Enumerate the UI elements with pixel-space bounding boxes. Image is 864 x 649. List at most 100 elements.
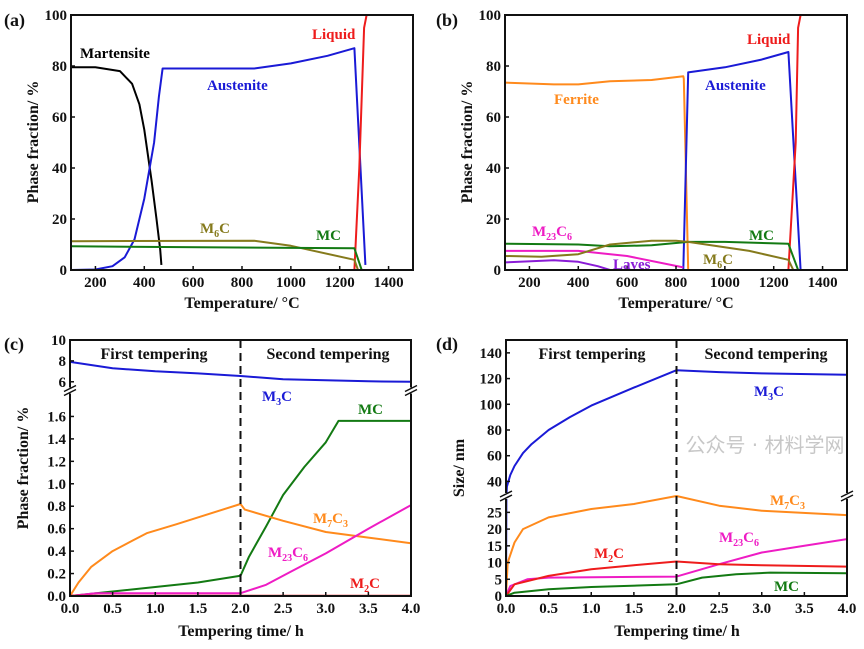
- label-subscript: 6: [754, 538, 759, 549]
- x-tick-label: 1000: [276, 275, 306, 291]
- y-tick-label: 1.6: [47, 409, 66, 425]
- y-tick-label: 10: [487, 556, 502, 572]
- series-label-mc: MC: [774, 579, 799, 595]
- series-line-m7c3: [70, 503, 411, 596]
- label-subscript: 7: [784, 501, 789, 512]
- x-tick-label: 0.0: [61, 601, 80, 617]
- series-label-mc: MC: [358, 402, 383, 418]
- label-subscript: 23: [546, 232, 556, 243]
- label-text: M: [200, 221, 214, 237]
- series-line-m6c: [71, 239, 359, 270]
- x-tick-label: 1200: [759, 275, 789, 291]
- x-tick-label: 800: [231, 275, 254, 291]
- axis-break-mark: [840, 494, 854, 502]
- label-text: M: [754, 384, 768, 400]
- label-subscript: 2: [608, 554, 613, 565]
- chart-panel-d: First tempering Second tempering 0.0 0.5 1.0…: [436, 334, 856, 640]
- y-tick-label: 0.4: [47, 544, 66, 560]
- label-subscript: 23: [282, 553, 292, 564]
- label-text: C: [722, 252, 733, 268]
- label-text: C: [613, 546, 624, 562]
- label-subscript: 3: [768, 392, 773, 403]
- x-tick-label: 2.0: [667, 601, 686, 617]
- label-subscript: 23: [733, 538, 743, 549]
- label-text: C: [292, 545, 303, 561]
- x-axis-label: Temperature/ °C: [618, 295, 733, 312]
- series-label-martensite: Martensite: [80, 46, 150, 62]
- label-text: Liquid: [312, 27, 356, 43]
- label-text: C: [369, 576, 380, 592]
- label-text: Martensite: [80, 46, 150, 62]
- y-tick-label: 40: [487, 474, 502, 490]
- x-tick-label: 4.0: [838, 601, 857, 617]
- series-label-m23c6: M23C6: [268, 545, 308, 564]
- label-text: Austenite: [705, 78, 766, 94]
- label-subscript: 3: [276, 397, 281, 408]
- panel-letter: (c): [4, 334, 24, 355]
- label-text: MC: [749, 228, 774, 244]
- x-tick-label: 400: [133, 275, 156, 291]
- label-text: MC: [316, 228, 341, 244]
- series-label-ferrite: Ferrite: [554, 92, 599, 108]
- x-tick-label: 600: [182, 275, 205, 291]
- y-tick-label: 40: [52, 161, 67, 177]
- label-text: C: [332, 511, 343, 527]
- x-tick-label: 800: [665, 275, 688, 291]
- label-text: C: [789, 493, 800, 509]
- axis-break-mark: [63, 384, 77, 393]
- label-subscript: 6: [303, 553, 308, 564]
- axis-break-mark: [499, 490, 513, 498]
- label-subscript: 3: [800, 501, 805, 512]
- series-label-m7c3: M7C3: [313, 511, 348, 530]
- axis-break-gap: [63, 387, 77, 394]
- label-text: M: [532, 224, 546, 240]
- axis-break-gap: [499, 493, 513, 499]
- x-tick-label: 1.5: [189, 601, 208, 617]
- x-tick-label: 1.0: [582, 601, 601, 617]
- label-subscript: 2: [364, 584, 369, 595]
- chart-panel-a: 200 400 600 800 1000 1200 1400 0 20 40 60 80 100 Temp…: [4, 8, 414, 312]
- series-label-austenite: Austenite: [207, 78, 268, 94]
- axis-break-mark: [404, 384, 418, 393]
- label-text: M: [313, 511, 327, 527]
- y-tick-label: 120: [480, 372, 503, 388]
- panel-letter: (a): [4, 10, 25, 31]
- label-text: M: [719, 530, 733, 546]
- panel-letter: (d): [436, 334, 458, 355]
- y-tick-label: 1.2: [47, 454, 66, 470]
- x-tick-label: 1200: [325, 275, 355, 291]
- label-text: M: [350, 576, 364, 592]
- series-line-austenite: [71, 47, 367, 270]
- y-tick-label: 0: [495, 589, 503, 605]
- label-subscript: 6: [567, 232, 572, 243]
- y-tick-label: 0.8: [47, 499, 66, 515]
- label-text: Liquid: [747, 32, 791, 48]
- y-tick-label: 15: [487, 539, 502, 555]
- plot-frame: [69, 339, 412, 597]
- label-text: M: [268, 545, 282, 561]
- axis-break-gap: [840, 493, 854, 499]
- y-tick-label: 8: [59, 354, 67, 370]
- label-subscript: 6: [214, 229, 219, 240]
- label-text: MC: [358, 402, 383, 418]
- x-tick-label: 200: [84, 275, 107, 291]
- series-label-m6c: M6C: [703, 252, 733, 271]
- y-tick-label: 60: [487, 449, 502, 465]
- y-axis-label: Phase fraction/ %: [459, 81, 476, 204]
- axis-break-mark: [499, 494, 513, 502]
- x-tick-label: 3.0: [752, 601, 771, 617]
- series-line-laves: [505, 259, 611, 270]
- series-line-mc: [505, 240, 800, 270]
- series-label-m3c: M3C: [754, 384, 784, 403]
- series-line-m23c6: [505, 249, 684, 269]
- label-subscript: 3: [343, 519, 348, 530]
- series-line-liquid: [787, 15, 847, 270]
- axis-break-mark: [404, 388, 418, 397]
- series-line-martensite: [71, 66, 163, 265]
- y-tick-label: 1.4: [47, 432, 66, 448]
- x-tick-label: 600: [616, 275, 639, 291]
- x-tick-label: 1.5: [625, 601, 644, 617]
- x-tick-label: 1400: [808, 275, 838, 291]
- series-label-m23c6: M23C6: [532, 224, 572, 243]
- series-line-liquid: [353, 15, 413, 270]
